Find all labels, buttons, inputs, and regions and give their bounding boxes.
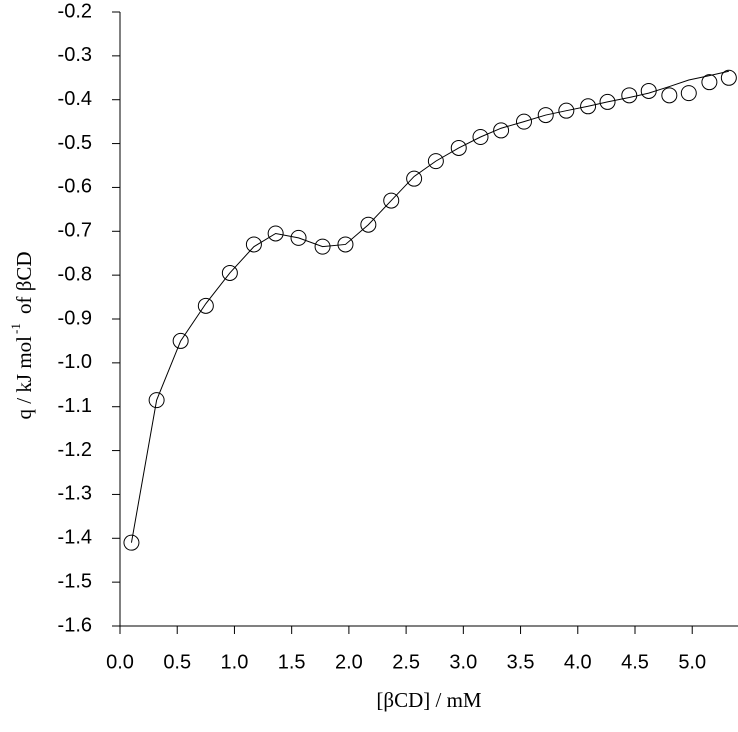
y-axis-title-superscript: -1 (8, 323, 23, 334)
x-tick-label: 3.5 (507, 651, 535, 673)
data-point (197, 297, 214, 314)
data-point (267, 225, 284, 242)
x-tick-label: 0.0 (106, 651, 134, 673)
data-point (314, 238, 331, 255)
data-point (383, 192, 400, 209)
x-tick-label: 0.5 (163, 651, 191, 673)
data-point (337, 236, 354, 253)
data-point (701, 74, 718, 91)
data-point (580, 98, 597, 115)
data-point (172, 332, 189, 349)
data-point (472, 128, 489, 145)
data-point (720, 69, 737, 86)
y-tick-label: -1.1 (58, 395, 92, 417)
y-tick-label: -0.2 (58, 0, 92, 22)
data-point (123, 534, 140, 551)
data-point (245, 236, 262, 253)
y-tick-label: -0.4 (58, 88, 92, 110)
data-point (661, 87, 678, 104)
x-tick-label: 2.5 (392, 651, 420, 673)
x-tick-label: 3.0 (449, 651, 477, 673)
data-point (621, 87, 638, 104)
x-tick-label: 1.0 (221, 651, 249, 673)
data-point (558, 102, 575, 119)
data-point (406, 170, 423, 187)
data-point (450, 139, 467, 156)
data-point (599, 93, 616, 110)
data-point (493, 122, 510, 139)
x-tick-label: 5.0 (678, 651, 706, 673)
x-axis-title: [βCD] / mM (376, 688, 482, 712)
data-point (515, 113, 532, 130)
y-tick-label: -1.5 (58, 570, 92, 592)
y-tick-label: -1.2 (58, 439, 92, 461)
y-tick-label: -1.3 (58, 483, 92, 505)
y-tick-label: -0.3 (58, 44, 92, 66)
data-point (427, 153, 444, 170)
y-axis-title-tail: of βCD (12, 251, 36, 314)
y-tick-label: -0.5 (58, 132, 92, 154)
x-tick-label: 2.0 (335, 651, 363, 673)
data-point (360, 216, 377, 233)
data-point (537, 107, 554, 124)
y-tick-label: -0.6 (58, 176, 92, 198)
y-tick-label: -1.0 (58, 351, 92, 373)
y-tick-label: -1.4 (58, 527, 92, 549)
y-tick-label: -1.6 (58, 614, 92, 636)
x-tick-label: 4.0 (564, 651, 592, 673)
data-point (221, 264, 238, 281)
y-tick-label: -0.7 (58, 220, 92, 242)
x-tick-label: 4.5 (621, 651, 649, 673)
y-axis-title: q / kJ mol -1 of βCD (8, 251, 36, 419)
y-tick-label: -0.8 (58, 263, 92, 285)
y-tick-label: -0.9 (58, 307, 92, 329)
y-axis-title-main: q / kJ mol (12, 336, 36, 420)
fit-line (130, 70, 729, 543)
data-point (680, 85, 697, 102)
x-tick-label: 1.5 (278, 651, 306, 673)
data-point (290, 229, 307, 246)
data-point (148, 392, 165, 409)
